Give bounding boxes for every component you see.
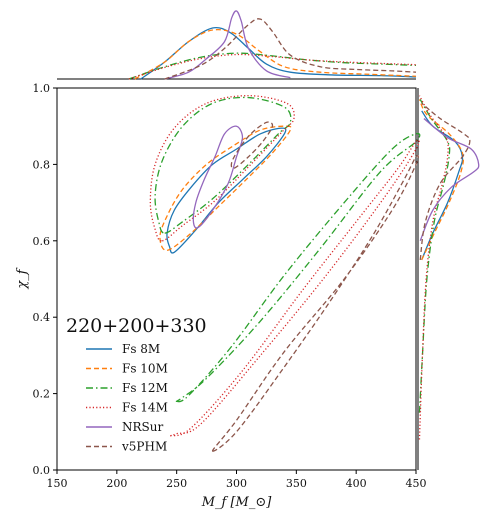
contour-fs-12m <box>175 132 421 403</box>
x-tick-label: 300 <box>226 477 247 490</box>
legend: Fs 8M Fs 10M Fs 12M Fs 14M NRSur v5PHM <box>86 342 168 454</box>
legend-label: Fs 14M <box>122 401 168 415</box>
right-marginal-panel <box>417 88 480 470</box>
contour-fs-12m <box>154 96 292 234</box>
y-tick-label: 0.4 <box>33 311 51 324</box>
y-axis-ticks: 0.0 0.2 0.4 0.6 0.8 1.0 <box>33 82 57 477</box>
contour-fs-14m <box>149 94 295 242</box>
legend-label: Fs 8M <box>122 342 160 356</box>
x-tick-label: 250 <box>166 477 187 490</box>
marginal-x-fs-8m <box>140 26 417 80</box>
x-tick-label: 200 <box>106 477 127 490</box>
x-tick-label: 450 <box>406 477 427 490</box>
marginal-y-v5phm <box>419 102 471 260</box>
contour-fs-14m <box>169 139 420 437</box>
x-axis-label: M_f [M_⊙] <box>201 495 273 510</box>
x-tick-label: 350 <box>286 477 307 490</box>
marginal-x-fs-10m <box>134 28 417 80</box>
x-tick-label: 150 <box>47 477 68 490</box>
top-marginal-panel <box>57 10 417 80</box>
plot-frame <box>56 87 417 471</box>
marginal-x-v5phm <box>164 18 417 80</box>
contour-fs-10m <box>159 125 292 251</box>
y-axis-label: χ_f <box>15 267 30 289</box>
contour-nrsur <box>192 125 244 229</box>
marginal-x-fs-14m <box>128 53 417 80</box>
contour-v5phm <box>230 121 274 170</box>
main-panel: 150 200 250 300 350 400 450 0.0 0.2 0.4 0.6 0.8 1.0 <box>33 82 427 490</box>
y-tick-label: 0.6 <box>33 235 51 248</box>
y-tick-label: 0.0 <box>33 464 51 477</box>
contour-lines <box>149 94 421 452</box>
contour-fs-8m <box>166 127 287 254</box>
marginal-y-fs-12m <box>418 99 451 413</box>
y-tick-label: 0.8 <box>33 158 51 171</box>
marginal-y-fs-14m <box>418 95 449 440</box>
legend-label: Fs 12M <box>122 381 168 395</box>
y-tick-label: 0.2 <box>33 388 51 401</box>
legend-label: v5PHM <box>121 440 167 454</box>
legend-label: Fs 10M <box>122 362 168 376</box>
marginal-x-fs-12m <box>128 52 417 80</box>
marginal-y-fs-10m <box>418 99 465 261</box>
marginal-y-nrsur <box>419 118 480 242</box>
y-tick-label: 1.0 <box>33 82 51 95</box>
contour-v5phm <box>211 154 419 452</box>
legend-label: NRSur <box>122 420 163 434</box>
x-tick-label: 400 <box>346 477 367 490</box>
legend-title: 220+200+330 <box>66 315 207 337</box>
x-axis-ticks: 150 200 250 300 350 400 450 <box>47 470 427 490</box>
